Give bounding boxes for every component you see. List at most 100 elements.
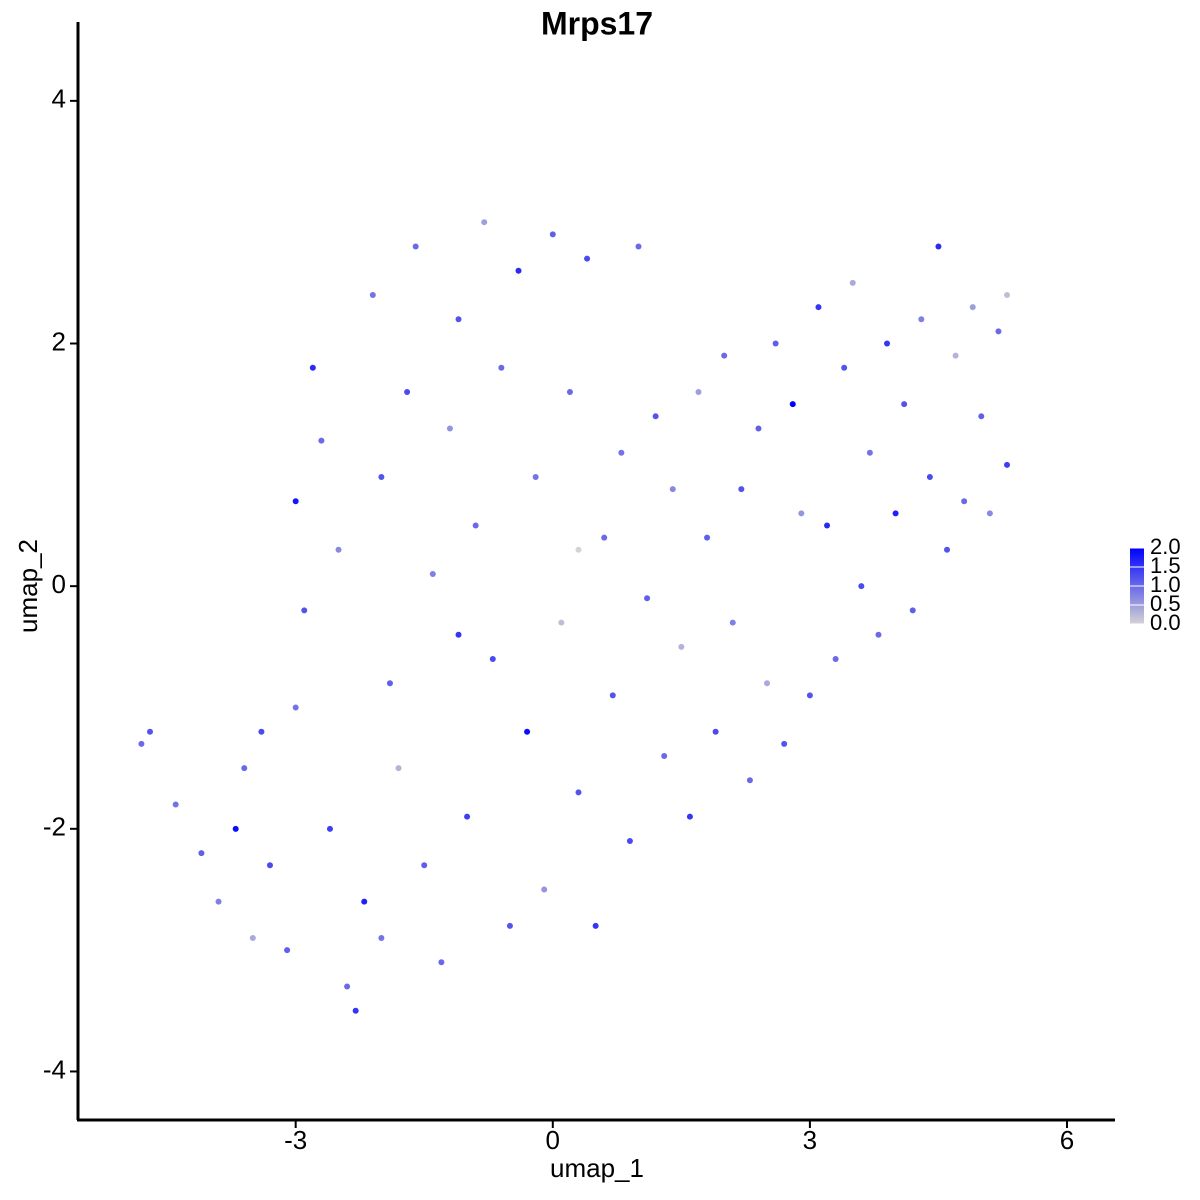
- point: [549, 231, 556, 238]
- point: [575, 546, 582, 553]
- point: [541, 886, 548, 893]
- colorbar-tick-label: 1.5: [1150, 553, 1181, 578]
- point: [969, 304, 976, 311]
- point: [429, 571, 436, 578]
- point: [284, 947, 291, 954]
- point: [892, 510, 899, 517]
- point: [944, 546, 951, 553]
- point: [806, 692, 813, 699]
- point: [986, 510, 993, 517]
- point: [738, 486, 745, 493]
- point: [566, 389, 573, 396]
- point: [309, 364, 316, 371]
- point: [446, 425, 453, 432]
- point: [618, 449, 625, 456]
- point: [678, 643, 685, 650]
- point: [361, 898, 368, 905]
- point: [592, 922, 599, 929]
- point: [258, 728, 265, 735]
- point: [824, 522, 831, 529]
- point: [712, 728, 719, 735]
- point: [789, 401, 796, 408]
- point: [652, 413, 659, 420]
- point: [455, 631, 462, 638]
- point: [472, 522, 479, 529]
- point: [369, 291, 376, 298]
- point: [404, 389, 411, 396]
- point: [901, 401, 908, 408]
- point: [249, 935, 256, 942]
- point: [926, 473, 933, 480]
- point: [661, 753, 668, 760]
- point: [506, 922, 513, 929]
- point: [858, 583, 865, 590]
- point: [575, 789, 582, 796]
- point: [232, 825, 239, 832]
- point: [729, 619, 736, 626]
- point: [669, 486, 676, 493]
- point: [146, 728, 153, 735]
- colorbar-tick-label: 1.0: [1150, 572, 1181, 597]
- x-tick-label: -3: [284, 1125, 307, 1155]
- point: [438, 959, 445, 966]
- point: [524, 728, 531, 735]
- point: [918, 316, 925, 323]
- point: [172, 801, 179, 808]
- point: [558, 619, 565, 626]
- point: [378, 935, 385, 942]
- point: [721, 352, 728, 359]
- point: [875, 631, 882, 638]
- point: [335, 546, 342, 553]
- point: [455, 316, 462, 323]
- x-axis-label: umap_1: [550, 1153, 644, 1183]
- y-tick-label: -2: [43, 812, 66, 842]
- point: [626, 837, 633, 844]
- point: [378, 473, 385, 480]
- y-tick-label: 2: [52, 326, 66, 356]
- point: [138, 740, 145, 747]
- point: [755, 425, 762, 432]
- y-tick-label: 4: [52, 84, 66, 114]
- point: [695, 389, 702, 396]
- point: [601, 534, 608, 541]
- point: [301, 607, 308, 614]
- y-axis-label: umap_2: [13, 539, 43, 633]
- point: [935, 243, 942, 250]
- point: [798, 510, 805, 517]
- point: [866, 449, 873, 456]
- point: [326, 825, 333, 832]
- point: [412, 243, 419, 250]
- point: [1004, 291, 1011, 298]
- point: [832, 655, 839, 662]
- point: [841, 364, 848, 371]
- point: [292, 704, 299, 711]
- point: [318, 437, 325, 444]
- point: [481, 219, 488, 226]
- point: [995, 328, 1002, 335]
- point: [686, 813, 693, 820]
- y-tick-label: -4: [43, 1054, 66, 1084]
- point: [609, 692, 616, 699]
- point: [386, 680, 393, 687]
- y-tick-label: 0: [52, 569, 66, 599]
- point: [909, 607, 916, 614]
- point: [815, 304, 822, 311]
- point: [961, 498, 968, 505]
- point: [644, 595, 651, 602]
- point: [781, 740, 788, 747]
- colorbar-tick-label: 2.0: [1150, 534, 1181, 559]
- point: [978, 413, 985, 420]
- point: [952, 352, 959, 359]
- point: [352, 1007, 359, 1014]
- point: [215, 898, 222, 905]
- point: [292, 498, 299, 505]
- chart-title: Mrps17: [541, 5, 653, 41]
- point: [421, 862, 428, 869]
- x-tick-label: 6: [1060, 1125, 1074, 1155]
- point: [635, 243, 642, 250]
- point: [464, 813, 471, 820]
- x-tick-label: 0: [546, 1125, 560, 1155]
- point: [266, 862, 273, 869]
